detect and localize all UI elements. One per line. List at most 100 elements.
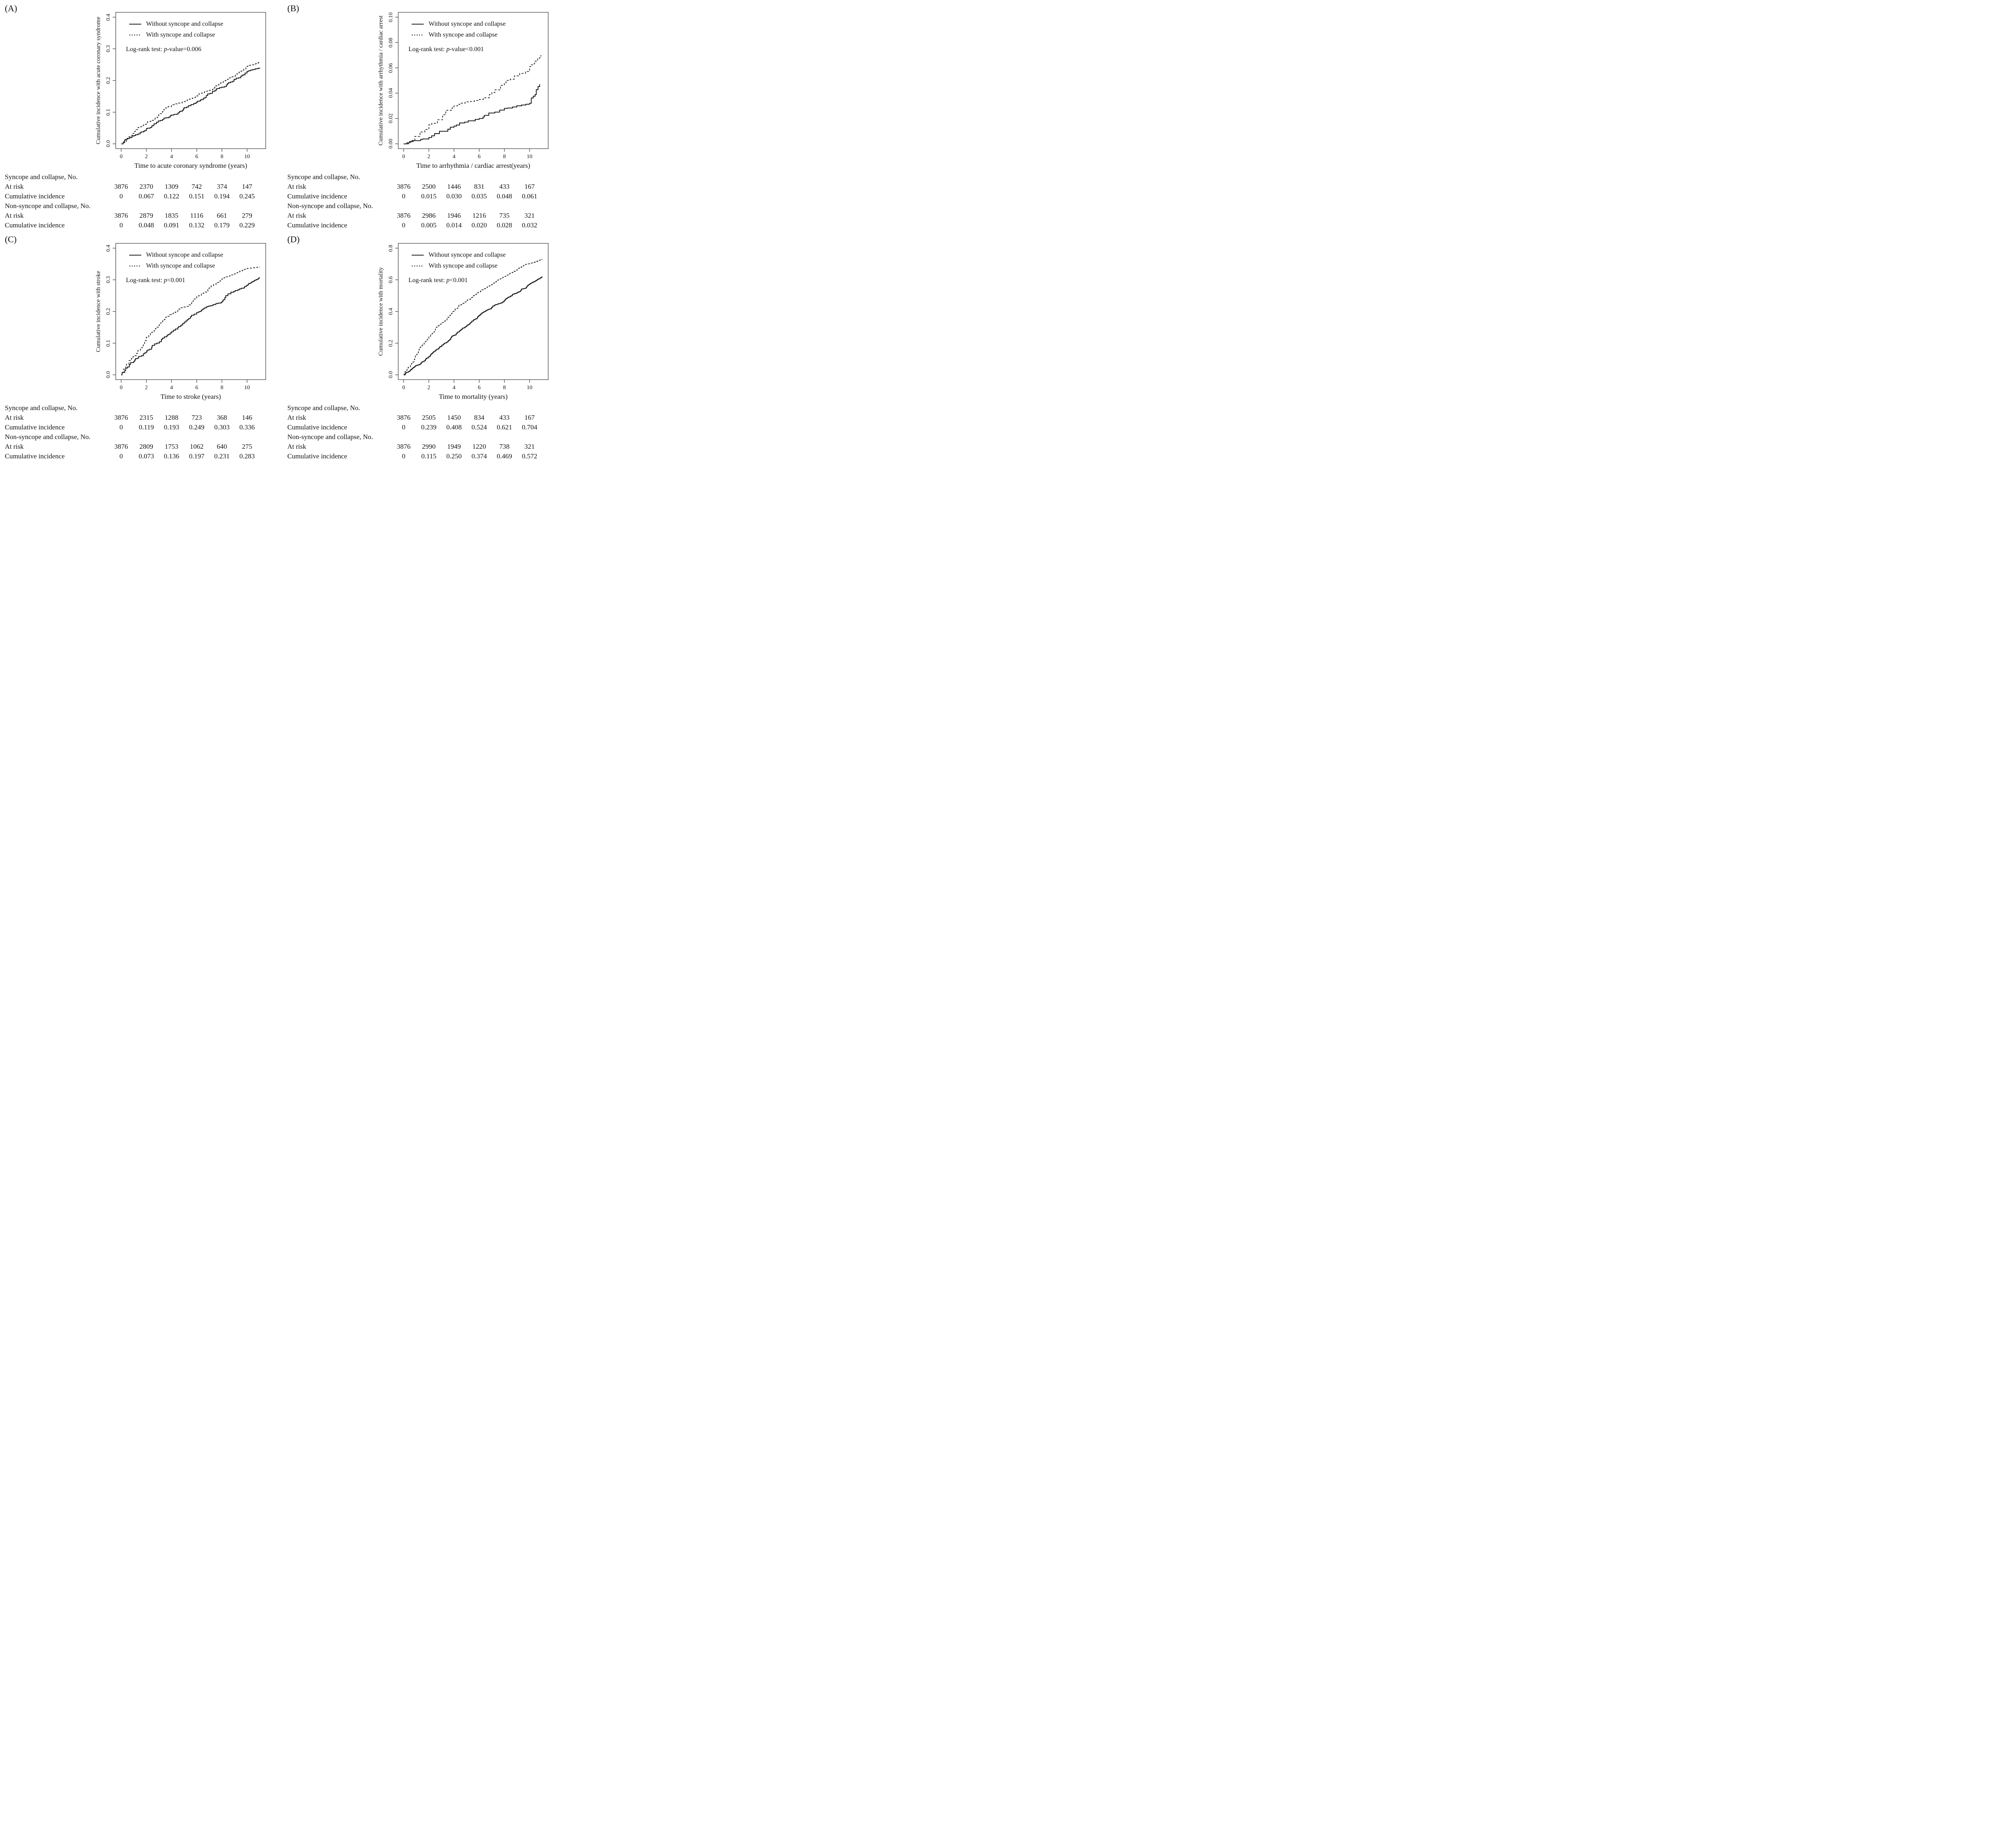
y-tick-label: 0.8 [388, 244, 394, 252]
x-tick-label: 10 [244, 154, 250, 160]
risk-value: 3876 [397, 443, 411, 450]
x-tick-label: 2 [145, 154, 148, 160]
legend: Without syncope and collapse With syncop… [129, 250, 223, 271]
risk-value: 3876 [397, 414, 411, 421]
x-tick-label: 0 [402, 154, 405, 160]
risk-value: 0.014 [446, 221, 462, 229]
legend-item-with: With syncope and collapse [129, 260, 223, 271]
risk-value: 1835 [165, 212, 179, 219]
x-tick-label: 4 [170, 385, 173, 391]
risk-value: 0.028 [497, 221, 512, 229]
legend-label: Without syncope and collapse [146, 20, 223, 27]
risk-value: 0.032 [522, 221, 538, 229]
risk-value: 0.704 [522, 423, 538, 431]
x-axis-label: Time to arrhythmia / cardiac arrest(year… [416, 162, 530, 169]
y-axis-label: Cumulative incidence with acute coronary… [95, 16, 102, 144]
risk-value: 2986 [422, 212, 436, 219]
y-tick-label: 0.0 [105, 140, 111, 148]
curve-without-syncope [404, 276, 543, 375]
risk-value: 1450 [447, 414, 461, 421]
dashed-line-icon [129, 34, 141, 35]
risk-value: 3876 [114, 414, 128, 421]
table-row: At risk 3876 2990 1949 1220 738 321 [282, 442, 565, 452]
y-tick-label: 0.2 [105, 77, 111, 84]
row-label: At risk [5, 212, 24, 219]
logrank-text: Log-rank test: p-value<0.001 [408, 46, 484, 53]
row-label: At risk [5, 183, 24, 190]
y-tick-label: 0.04 [388, 88, 394, 98]
solid-line-icon [412, 254, 424, 256]
risk-group-header: Non-syncope and collapse, No. [287, 433, 373, 441]
risk-value: 0.245 [239, 192, 255, 200]
logrank-text: Log-rank test: p<0.001 [126, 277, 186, 284]
risk-value: 0.151 [189, 192, 204, 200]
risk-value: 0.239 [421, 423, 437, 431]
risk-value: 0.115 [421, 452, 437, 460]
risk-value: 374 [216, 183, 227, 190]
legend-item-without: Without syncope and collapse [129, 250, 223, 260]
risk-group-header: Syncope and collapse, No. [287, 173, 360, 181]
panel-label: (A) [5, 3, 17, 13]
risk-group-header: Syncope and collapse, No. [5, 404, 78, 412]
plot-canvas [113, 243, 266, 383]
risk-value: 0 [119, 221, 123, 229]
row-label: At risk [287, 212, 306, 219]
row-label: At risk [287, 443, 306, 450]
row-label: Cumulative incidence [5, 221, 65, 229]
dashed-line-icon [412, 34, 424, 35]
y-tick-label: 0.2 [105, 308, 111, 315]
table-row: Cumulative incidence 0 0.073 0.136 0.197 0.2… [0, 452, 282, 461]
risk-value: 0 [402, 192, 406, 200]
risk-value: 738 [499, 443, 510, 450]
risk-value: 0.469 [497, 452, 512, 460]
row-label: Cumulative incidence [5, 192, 65, 200]
legend-item-with: With syncope and collapse [412, 29, 506, 40]
x-tick-label: 2 [145, 385, 148, 391]
x-tick-label: 0 [120, 154, 123, 160]
risk-value: 3876 [397, 183, 411, 190]
x-tick-label: 8 [220, 385, 223, 391]
risk-value: 147 [242, 183, 252, 190]
y-tick-label: 0.3 [105, 276, 111, 284]
solid-line-icon [129, 254, 141, 256]
x-tick-label: 6 [195, 154, 198, 160]
risk-value: 1216 [472, 212, 486, 219]
curve-with-syncope [121, 266, 260, 375]
x-axis-label: Time to stroke (years) [161, 393, 221, 400]
risk-value: 0.035 [471, 192, 487, 200]
risk-table: Syncope and collapse, No. At risk 3876 23… [0, 403, 282, 461]
legend-label: With syncope and collapse [146, 31, 215, 38]
risk-value: 0.073 [138, 452, 154, 460]
risk-value: 433 [499, 183, 510, 190]
legend: Without syncope and collapse With syncop… [129, 19, 223, 40]
y-tick-label: 0.4 [105, 13, 111, 21]
table-row: At risk 3876 2505 1450 834 433 167 [282, 413, 565, 423]
curve-with-syncope [404, 55, 541, 144]
risk-value: 1949 [447, 443, 461, 450]
risk-value: 2879 [139, 212, 153, 219]
risk-value: 146 [242, 414, 252, 421]
y-tick-label: 0.4 [388, 308, 394, 315]
y-tick-label: 0.06 [388, 63, 394, 73]
risk-value: 0.194 [214, 192, 230, 200]
legend-label: With syncope and collapse [429, 31, 498, 38]
risk-value: 0 [402, 452, 406, 460]
risk-table: Syncope and collapse, No. At risk 3876 25… [282, 403, 565, 461]
risk-value: 3876 [114, 443, 128, 450]
plot-area: Without syncope and collapse With syncop… [388, 12, 549, 160]
risk-value: 2505 [422, 414, 436, 421]
x-tick-label: 6 [478, 154, 481, 160]
risk-value: 0.067 [138, 192, 154, 200]
x-axis-label: Time to mortality (years) [439, 393, 508, 400]
risk-value: 0 [402, 221, 406, 229]
x-tick-label: 10 [527, 154, 533, 160]
risk-value: 1220 [472, 443, 486, 450]
y-tick-label: 0.08 [388, 37, 394, 47]
risk-value: 0.229 [239, 221, 255, 229]
solid-line-icon [129, 23, 141, 25]
y-tick-label: 0.0 [105, 371, 111, 379]
table-row: At risk 3876 2809 1753 1062 640 275 [0, 442, 282, 452]
risk-value: 1288 [165, 414, 179, 421]
risk-value: 0.283 [239, 452, 255, 460]
risk-value: 0 [402, 423, 406, 431]
